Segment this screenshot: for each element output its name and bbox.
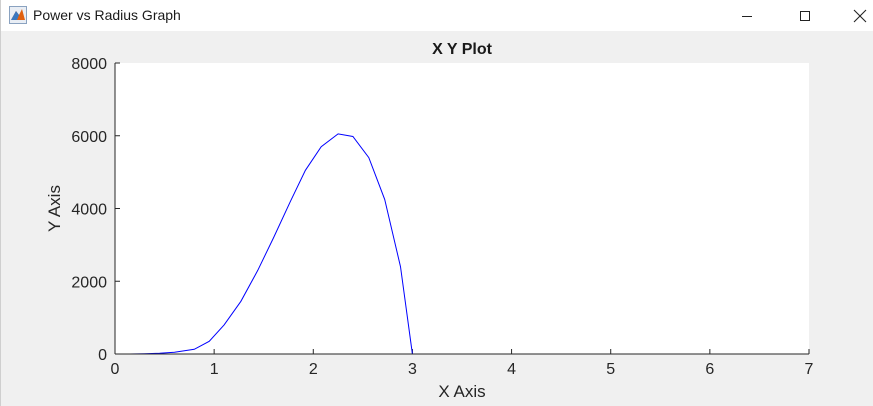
xy-chart[interactable]: 0 1 2 3 4 5 6 7 0 2000 4000 6000 8000 X Y Plot X Axi…: [1, 31, 873, 406]
x-tick-label: 6: [705, 361, 714, 378]
y-tick-label: 0: [98, 347, 107, 364]
minimize-icon: [742, 15, 752, 17]
minimize-button[interactable]: [724, 0, 770, 31]
x-tick-label: 5: [606, 361, 615, 378]
y-tick-label: 2000: [71, 274, 107, 291]
maximize-icon: [800, 10, 810, 21]
y-tick-label: 4000: [71, 202, 107, 219]
maximize-button[interactable]: [782, 0, 828, 31]
series-line: [115, 133, 413, 355]
x-tick-label: 7: [805, 361, 814, 378]
title-bar[interactable]: Power vs Radius Graph: [1, 0, 873, 31]
close-button[interactable]: [837, 0, 873, 31]
y-tick-label: 6000: [71, 129, 107, 146]
x-tick-label: 3: [408, 361, 417, 378]
x-tick-label: 1: [210, 361, 219, 378]
x-tick-label: 4: [507, 361, 516, 378]
matlab-figure-icon: [9, 6, 27, 24]
x-tick-label: 2: [309, 361, 318, 378]
y-axis-label: Y Axis: [45, 185, 64, 232]
x-axis-label: X Axis: [438, 382, 485, 401]
close-icon: [853, 9, 867, 22]
x-tick-label: 0: [111, 361, 120, 378]
chart-title: X Y Plot: [432, 41, 493, 58]
y-tick-label: 8000: [71, 56, 107, 73]
axes-background: [115, 63, 809, 354]
window-title: Power vs Radius Graph: [33, 7, 181, 23]
plot-area[interactable]: 0 1 2 3 4 5 6 7 0 2000 4000 6000 8000 X Y Plot X Axi…: [1, 31, 873, 406]
